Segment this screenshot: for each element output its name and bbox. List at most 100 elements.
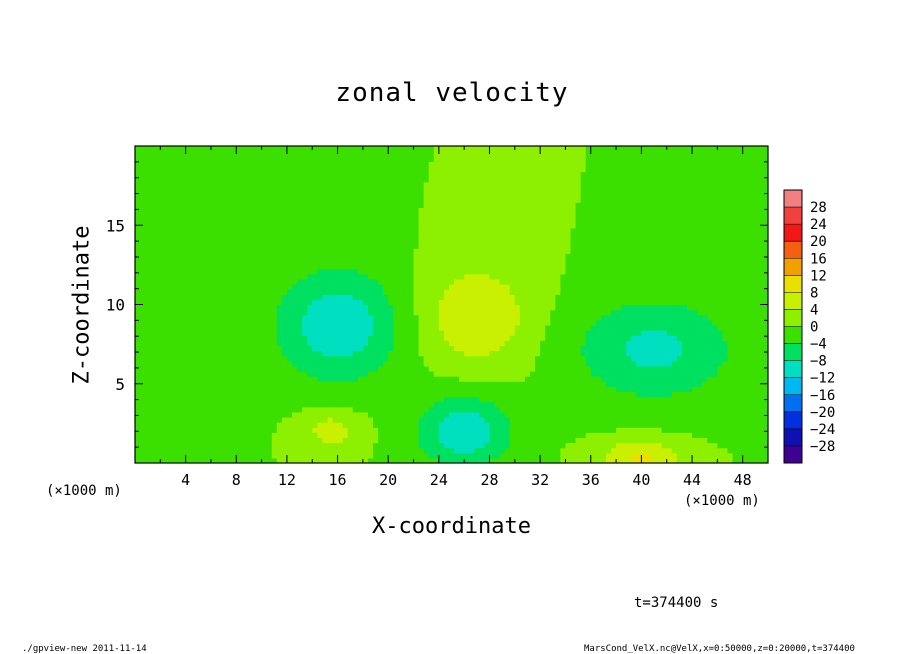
heatmap-cell: [616, 406, 622, 413]
heatmap-cell: [636, 294, 642, 300]
heatmap-cell: [600, 376, 607, 382]
heatmap-cell: [555, 370, 561, 377]
heatmap-cell: [443, 386, 450, 393]
heatmap-cell: [545, 278, 551, 285]
heatmap-cell: [565, 350, 572, 357]
heatmap-cell: [271, 299, 278, 306]
heatmap-cell: [175, 447, 182, 454]
heatmap-cell: [175, 345, 182, 352]
heatmap-cell: [545, 289, 551, 295]
heatmap-cell: [236, 299, 242, 306]
heatmap-cell: [155, 365, 161, 372]
heatmap-cell: [656, 416, 663, 423]
heatmap-cell: [489, 406, 496, 413]
heatmap-cell: [307, 268, 313, 275]
heatmap-cell: [535, 406, 541, 413]
heatmap-cell: [373, 319, 379, 326]
heatmap-cell: [276, 304, 283, 311]
heatmap-cell: [398, 324, 404, 331]
heatmap-cell: [195, 268, 202, 275]
heatmap-cell: [737, 452, 744, 459]
heatmap-cell: [757, 309, 764, 316]
heatmap-cell: [535, 340, 541, 347]
heatmap-cell: [140, 376, 146, 382]
heatmap-cell: [271, 284, 278, 290]
heatmap-cell: [413, 457, 420, 463]
heatmap-cell: [550, 442, 556, 449]
heatmap-cell: [666, 355, 673, 362]
heatmap-cell: [459, 411, 465, 418]
heatmap-cell: [216, 396, 222, 403]
heatmap-cell: [580, 447, 587, 454]
heatmap-cell: [524, 340, 531, 347]
heatmap-cell: [413, 273, 420, 280]
heatmap-cell: [378, 314, 384, 321]
heatmap-cell: [535, 324, 541, 331]
heatmap-cell: [686, 340, 693, 347]
heatmap-cell: [205, 386, 212, 393]
heatmap-cell: [312, 309, 318, 316]
heatmap-cell: [595, 432, 602, 439]
heatmap-cell: [302, 273, 308, 280]
heatmap-cell: [504, 299, 511, 306]
heatmap-cell: [175, 294, 182, 300]
heatmap-cell: [302, 457, 308, 463]
heatmap-cell: [281, 263, 288, 270]
heatmap-cell: [226, 432, 232, 439]
heatmap-cell: [205, 330, 212, 336]
heatmap-cell: [454, 381, 460, 387]
heatmap-cell: [697, 278, 703, 285]
heatmap-cell: [707, 422, 713, 428]
heatmap-cell: [626, 370, 632, 377]
heatmap-cell: [216, 457, 222, 463]
heatmap-cell: [494, 304, 501, 311]
heatmap-cell: [742, 319, 749, 326]
heatmap-cell: [600, 381, 607, 387]
heatmap-cell: [459, 365, 465, 372]
heatmap-cell: [499, 294, 506, 300]
heatmap-cell: [479, 355, 486, 362]
heatmap-cell: [459, 416, 465, 423]
heatmap-cell: [757, 324, 764, 331]
heatmap-cell: [378, 304, 384, 311]
heatmap-cell: [145, 411, 151, 418]
heatmap-cell: [297, 273, 303, 280]
heatmap-cell: [448, 289, 455, 295]
heatmap-cell: [317, 422, 323, 428]
heatmap-cell: [661, 319, 668, 326]
heatmap-cell: [666, 396, 673, 403]
heatmap-cell: [671, 422, 678, 428]
heatmap-cell: [595, 309, 602, 316]
heatmap-cell: [408, 299, 415, 306]
heatmap-cell: [545, 294, 551, 300]
heatmap-cell: [398, 360, 404, 367]
heatmap-cell: [686, 289, 693, 295]
heatmap-cell: [140, 304, 146, 311]
heatmap-cell: [712, 391, 718, 398]
heatmap-cell: [676, 427, 683, 433]
heatmap-cell: [276, 355, 283, 362]
heatmap-cell: [509, 432, 516, 439]
heatmap-cell: [666, 289, 673, 295]
heatmap-cell: [621, 447, 627, 454]
heatmap-cell: [205, 289, 212, 295]
heatmap-cell: [605, 365, 612, 372]
heatmap-cell: [332, 345, 339, 352]
heatmap-cell: [762, 309, 768, 316]
heatmap-cell: [165, 447, 172, 454]
heatmap-cell: [291, 422, 298, 428]
heatmap-cell: [175, 355, 182, 362]
heatmap-cell: [276, 345, 283, 352]
heatmap-cell: [393, 376, 399, 382]
heatmap-cell: [732, 416, 739, 423]
heatmap-cell: [626, 386, 632, 393]
heatmap-cell: [352, 273, 359, 280]
heatmap-cell: [231, 396, 237, 403]
heatmap-cell: [256, 330, 263, 336]
heatmap-cell: [641, 411, 648, 418]
heatmap-cell: [681, 350, 688, 357]
heatmap-cell: [231, 381, 237, 387]
heatmap-cell: [454, 319, 460, 326]
heatmap-cell: [641, 391, 648, 398]
heatmap-cell: [216, 401, 222, 408]
